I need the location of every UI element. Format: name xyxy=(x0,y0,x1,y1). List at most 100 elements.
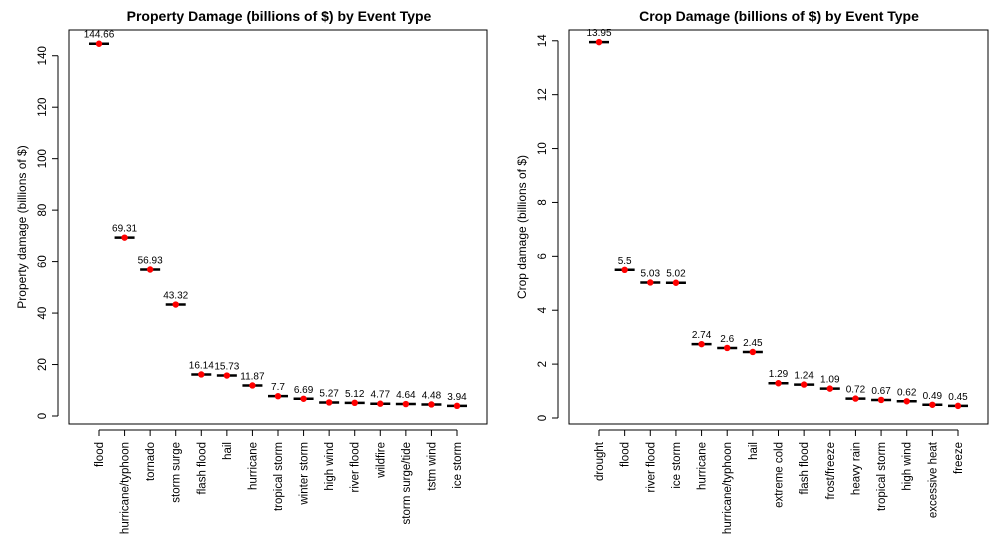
y-tick-label: 10 xyxy=(537,142,549,155)
x-tick-label: storm surge xyxy=(171,442,183,503)
y-tick-label: 140 xyxy=(37,46,49,65)
chart-panel-2: Crop Damage (billions of $) by Event Typ… xyxy=(515,8,989,534)
data-label: 2.45 xyxy=(743,338,763,349)
data-point xyxy=(300,395,307,402)
x-tick-label: hurricane/typhoon xyxy=(722,442,734,534)
data-label: 56.93 xyxy=(138,256,163,267)
data-point xyxy=(377,400,384,407)
data-label: 15.73 xyxy=(214,362,239,373)
data-point xyxy=(428,401,435,408)
data-point xyxy=(929,401,936,408)
data-point xyxy=(852,395,859,402)
x-tick-label: winter storm xyxy=(299,442,311,506)
y-tick-label: 0 xyxy=(37,413,49,419)
chart-title: Property Damage (billions of $) by Event… xyxy=(127,8,432,24)
x-tick-label: flash flood xyxy=(196,442,208,494)
data-label: 3.94 xyxy=(447,392,467,403)
data-point xyxy=(775,380,782,387)
data-point xyxy=(749,348,757,356)
data-point xyxy=(453,402,461,410)
data-point xyxy=(672,279,680,286)
data-label: 0.62 xyxy=(897,387,917,398)
y-tick-label: 20 xyxy=(37,358,49,371)
data-point xyxy=(402,400,410,408)
data-label: 4.77 xyxy=(371,390,391,401)
data-point xyxy=(249,382,256,389)
plot-frame xyxy=(68,29,488,425)
data-label: 144.66 xyxy=(84,30,115,41)
data-point xyxy=(724,344,731,352)
x-tick-label: extreme cold xyxy=(774,442,786,508)
x-tick-label: storm surge/tide xyxy=(401,442,413,524)
y-tick-label: 8 xyxy=(537,199,549,205)
data-point xyxy=(198,371,205,378)
y-tick-label: 2 xyxy=(537,361,549,367)
x-tick-label: heavy rain xyxy=(850,442,862,495)
chart-title: Crop Damage (billions of $) by Event Typ… xyxy=(639,8,919,24)
data-label: 1.24 xyxy=(794,371,814,382)
x-tick-label: river flood xyxy=(645,442,657,493)
data-label: 7.7 xyxy=(271,382,285,393)
data-point xyxy=(698,340,705,348)
x-tick-label: flood xyxy=(94,442,106,467)
data-label: 6.69 xyxy=(294,385,314,396)
data-label: 4.64 xyxy=(396,390,416,401)
x-tick-label: river flood xyxy=(350,442,362,493)
data-label: 11.87 xyxy=(240,371,265,382)
x-tick-label: ice storm xyxy=(671,442,683,489)
data-point xyxy=(325,399,333,406)
data-point xyxy=(621,266,628,274)
y-tick-label: 80 xyxy=(37,204,49,217)
x-tick-label: excessive heat xyxy=(927,441,939,518)
x-tick-label: high wind xyxy=(902,442,914,491)
y-tick-label: 40 xyxy=(37,307,49,320)
x-tick-label: tornado xyxy=(145,442,157,481)
x-tick-label: hurricane xyxy=(247,442,259,490)
y-tick-label: 60 xyxy=(37,255,49,268)
data-label: 5.5 xyxy=(618,256,632,267)
x-tick-label: freeze xyxy=(953,442,965,474)
data-label: 0.45 xyxy=(948,392,968,403)
data-label: 5.12 xyxy=(345,389,365,400)
y-tick-label: 4 xyxy=(537,306,549,313)
data-point xyxy=(146,266,154,273)
y-axis-label: Crop damage (billions of $) xyxy=(515,155,529,299)
x-tick-label: tropical storm xyxy=(273,442,285,511)
y-tick-label: 12 xyxy=(537,88,549,101)
data-point xyxy=(172,301,179,308)
x-tick-label: hail xyxy=(222,442,234,460)
data-label: 0.72 xyxy=(846,385,866,396)
data-label: 5.02 xyxy=(666,269,686,280)
data-point xyxy=(121,234,128,241)
data-label: 1.09 xyxy=(820,375,840,386)
data-label: 0.67 xyxy=(871,386,891,397)
data-label: 1.29 xyxy=(769,369,789,380)
data-label: 69.31 xyxy=(112,224,137,235)
data-point xyxy=(903,398,910,405)
y-tick-label: 100 xyxy=(37,149,49,168)
chart-panel-1: Property Damage (billions of $) by Event… xyxy=(15,8,488,534)
x-tick-label: hurricane/typhoon xyxy=(120,442,132,534)
x-tick-label: wildfire xyxy=(375,442,387,479)
x-tick-label: drought xyxy=(594,441,606,481)
data-point xyxy=(826,385,833,392)
x-tick-label: hail xyxy=(748,442,760,460)
data-point xyxy=(351,399,358,407)
x-tick-label: tstm wind xyxy=(426,442,438,491)
data-label: 13.95 xyxy=(586,28,611,39)
data-point xyxy=(223,372,231,379)
x-tick-label: ice storm xyxy=(452,442,464,489)
data-label: 43.32 xyxy=(163,291,188,302)
data-point xyxy=(877,396,885,404)
data-point xyxy=(800,381,808,388)
data-point xyxy=(647,279,654,286)
data-label: 5.03 xyxy=(641,268,661,279)
data-point xyxy=(595,38,603,46)
x-tick-label: high wind xyxy=(324,442,336,491)
plot-frame xyxy=(568,29,989,425)
x-tick-label: flood xyxy=(620,442,632,467)
y-tick-label: 0 xyxy=(537,415,549,421)
data-label: 2.6 xyxy=(720,334,734,345)
data-point xyxy=(954,402,962,410)
